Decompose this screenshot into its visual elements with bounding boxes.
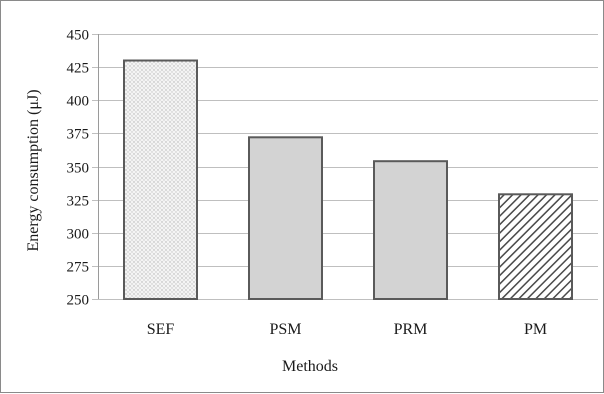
bar-sef <box>123 59 198 300</box>
y-tick-label: 350 <box>67 161 90 177</box>
bars <box>123 59 573 300</box>
y-tick-label: 250 <box>67 293 90 309</box>
y-tick-label: 375 <box>67 127 90 143</box>
bar-pm <box>498 193 573 300</box>
bar-prm <box>373 160 448 300</box>
y-tick-label: 275 <box>67 260 90 276</box>
y-tick-label: 425 <box>67 61 90 77</box>
x-category-label: PM <box>524 321 547 338</box>
y-tick-label: 400 <box>67 94 90 110</box>
x-category-label: PSM <box>269 321 301 338</box>
y-axis-ticks: 250 275 300 325 350 375 400 425 450 <box>67 28 90 309</box>
y-tick-label: 450 <box>67 28 90 44</box>
y-tick-label: 325 <box>67 194 90 210</box>
bar-psm <box>248 136 323 300</box>
y-axis-title: Energy consumption (μJ) <box>25 89 42 251</box>
x-axis-title: Methods <box>282 358 338 375</box>
x-category-label: SEF <box>147 321 175 338</box>
x-category-label: PRM <box>394 321 428 338</box>
y-tick-label: 300 <box>67 227 90 243</box>
x-axis-categories: SEF PSM PRM PM <box>147 321 547 338</box>
